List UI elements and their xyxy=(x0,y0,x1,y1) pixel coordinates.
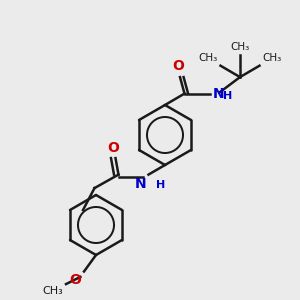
Text: CH₃: CH₃ xyxy=(230,42,250,52)
Text: N: N xyxy=(134,177,146,191)
Text: N: N xyxy=(212,87,224,100)
Text: CH₃: CH₃ xyxy=(43,286,64,296)
Text: H: H xyxy=(224,91,233,101)
Text: CH₃: CH₃ xyxy=(199,53,218,63)
Text: O: O xyxy=(107,140,119,154)
Text: CH₃: CH₃ xyxy=(262,53,281,63)
Text: H: H xyxy=(156,180,165,190)
Text: O: O xyxy=(70,273,82,287)
Text: O: O xyxy=(172,59,184,74)
